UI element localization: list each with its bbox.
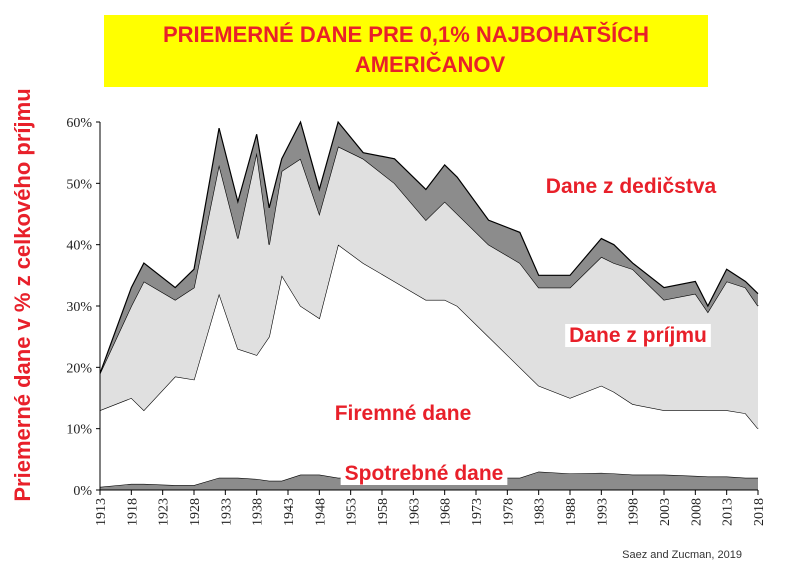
y-tick-label: 40% — [66, 239, 92, 254]
series-label: Spotrebné dane — [345, 462, 504, 485]
label-background — [340, 462, 508, 485]
area — [100, 244, 758, 487]
x-tick-label: 1923 — [157, 498, 172, 526]
x-tick-label: 1953 — [345, 498, 360, 526]
x-tick-label: 2013 — [721, 498, 736, 526]
area — [100, 146, 758, 429]
area — [100, 122, 758, 374]
x-tick-label: 1938 — [251, 498, 266, 526]
x-tick-label: 1963 — [407, 498, 422, 526]
title-box — [104, 15, 708, 87]
y-tick-label: 50% — [66, 177, 92, 192]
y-tick-label: 0% — [73, 484, 92, 499]
x-tick-label: 1928 — [188, 498, 203, 526]
x-tick-label: 1968 — [439, 498, 454, 526]
x-tick-label: 2003 — [658, 498, 673, 526]
area-line — [99, 120, 759, 374]
x-tick-label: 1913 — [94, 498, 109, 526]
x-tick-label: 2008 — [689, 498, 704, 526]
x-tick-label: 1948 — [313, 498, 328, 526]
chart-title: PRIEMERNÉ DANE PRE 0,1% NAJBOHATŠÍCH AMER… — [163, 22, 649, 77]
x-tick-label: 1933 — [219, 498, 234, 526]
y-tick-label: 10% — [66, 423, 92, 438]
x-tick-label: 1998 — [627, 498, 642, 526]
x-tick-label: 1983 — [533, 498, 548, 526]
x-tick-label: 1958 — [376, 498, 391, 526]
y-tick-label: 30% — [66, 300, 92, 315]
source: Saez and Zucman, 2019 — [622, 549, 742, 561]
series-label: Firemné dane — [335, 402, 472, 425]
y-tick-label: 60% — [66, 116, 92, 131]
x-tick-label: 1988 — [564, 498, 579, 526]
y-axis-label: Priemerné dane v % z celkového príjmu — [10, 88, 35, 501]
label-background — [565, 324, 711, 347]
series-label: Dane z príjmu — [569, 324, 707, 347]
x-tick-label: 1943 — [282, 498, 297, 526]
series-label: Dane z dedičstva — [546, 175, 717, 198]
x-tick-label: 1978 — [501, 498, 516, 526]
x-tick-label: 1918 — [125, 498, 140, 526]
x-tick-label: 1993 — [595, 498, 610, 526]
x-tick-label: 2018 — [752, 498, 767, 526]
y-tick-label: 20% — [66, 361, 92, 376]
x-tick-label: 1973 — [470, 498, 485, 526]
